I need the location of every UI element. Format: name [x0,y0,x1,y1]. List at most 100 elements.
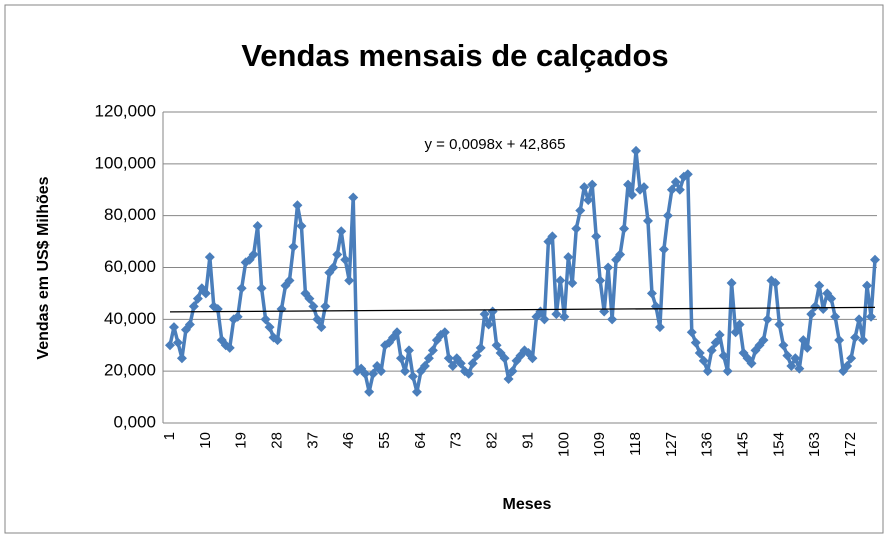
data-point [164,340,175,351]
data-point [846,353,857,364]
data-point [798,335,809,346]
data-point [399,366,410,377]
x-tick-label: 154 [770,432,787,457]
data-point [487,306,498,317]
data-point [296,221,307,232]
data-point [726,278,737,289]
data-point [192,293,203,304]
data-point [734,319,745,330]
data-point [666,184,677,195]
data-point [172,337,183,348]
data-point [722,366,733,377]
data-point [850,332,861,343]
data-point [774,319,785,330]
data-point [204,252,215,263]
data-point [555,275,566,286]
data-point [471,350,482,361]
data-point [762,314,773,325]
data-point [710,337,721,348]
x-tick-label: 163 [806,432,823,457]
data-point [232,311,243,322]
data-point [547,231,558,242]
data-point [862,280,873,291]
data-point [376,366,387,377]
x-tick-label: 55 [376,432,393,449]
y-tick-label: 60,000 [104,257,156,276]
data-point [646,288,657,299]
data-point [690,337,701,348]
x-tick-label: 136 [699,432,716,457]
data-point [284,275,295,286]
data-point [631,145,642,156]
data-point [730,327,741,338]
y-tick-label: 120,000 [95,101,156,120]
data-point [782,350,793,361]
data-point [870,254,881,265]
data-point [603,262,614,273]
data-point [830,311,841,322]
data-point [443,353,454,364]
data-point [527,353,538,364]
data-point [188,301,199,312]
data-point [483,319,494,330]
data-point [184,319,195,330]
data-point [427,345,438,356]
data-point [654,322,665,333]
data-point [778,340,789,351]
data-point [447,360,458,371]
data-point [316,322,327,333]
x-tick-label: 1 [161,432,178,440]
data-point [200,288,211,299]
trendline [169,306,876,313]
data-point [467,358,478,369]
data-point [587,179,598,190]
data-point [682,169,693,180]
data-point [439,327,450,338]
trendline-equation: y = 0,0098x + 42,865 [425,136,566,153]
x-tick-label: 46 [340,432,357,449]
data-point [794,363,805,374]
data-point [336,226,347,237]
data-point [252,221,263,232]
data-point [176,353,187,364]
x-tick-label: 127 [663,432,680,457]
data-point [575,205,586,216]
data-point [814,280,825,291]
data-point [802,342,813,353]
data-point [662,210,673,221]
data-point [256,283,267,294]
y-tick-label: 40,000 [104,309,156,328]
data-point [360,368,371,379]
data-point [746,358,757,369]
data-point [563,252,574,263]
data-point [571,223,582,234]
x-tick-label: 73 [448,432,465,449]
data-point [583,195,594,206]
y-axis-title: Vendas em US$ Milhões [35,176,52,359]
data-point [348,192,359,203]
data-point [806,309,817,320]
data-point [288,241,299,252]
data-point [854,314,865,325]
data-point [224,342,235,353]
data-point [344,275,355,286]
data-point [507,366,518,377]
data-point [702,366,713,377]
data-point [248,249,259,260]
data-point [790,353,801,364]
data-point [595,275,606,286]
data-point [463,368,474,379]
x-tick-label: 82 [484,432,501,449]
data-point [479,309,490,320]
data-point [858,335,869,346]
data-point [866,311,877,322]
x-tick-label: 109 [591,432,608,457]
x-tick-label: 28 [269,432,286,449]
data-point [718,350,729,361]
data-point [567,278,578,289]
data-point [392,327,403,338]
data-point [264,322,275,333]
x-tick-label: 91 [519,432,536,449]
data-point [503,373,514,384]
data-point [559,311,570,322]
